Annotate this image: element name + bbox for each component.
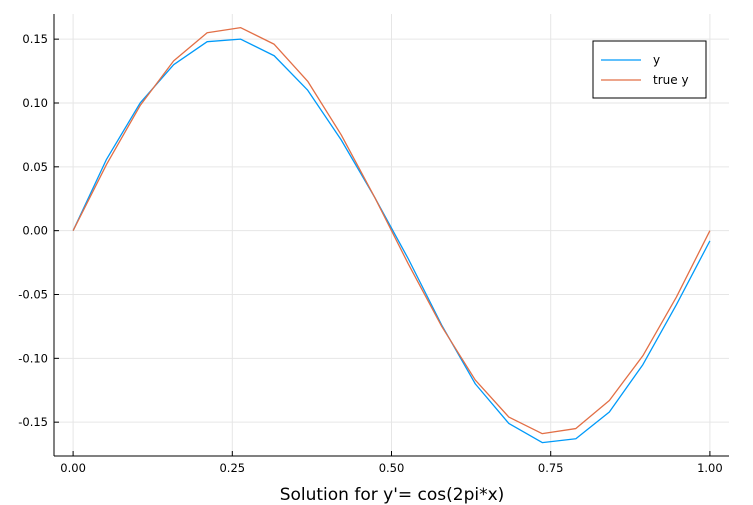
y-tick-label: 0.00 [22, 224, 48, 238]
y-tick-label: 0.05 [22, 160, 48, 174]
legend: y true y [592, 40, 707, 99]
y-tick-label: -0.10 [18, 351, 48, 365]
grid-lines [54, 14, 729, 456]
legend-box [592, 40, 707, 99]
y-tick-label: -0.05 [18, 287, 48, 301]
tick-labels: 0.00 0.25 0.50 0.75 1.00 0.15 0.10 0.05 0.00 -0.0… [18, 32, 722, 475]
y-tick-label: 0.15 [22, 32, 48, 46]
series-lines [72, 27, 711, 444]
legend-label: y [653, 53, 660, 67]
x-tick-label: 1.00 [697, 461, 723, 475]
y-tick-label: -0.15 [18, 415, 48, 429]
y-tick-label: 0.10 [22, 96, 48, 110]
x-tick-label: 0.25 [219, 461, 245, 475]
axes [53, 14, 729, 457]
x-axis-title: Solution for y'= cos(2pi*x) [280, 485, 505, 505]
legend-label: true y [653, 73, 689, 87]
x-tick-label: 0.00 [60, 461, 86, 475]
series-line-y [72, 38, 711, 444]
x-tick-label: 0.50 [379, 461, 405, 475]
series-line-true-y [72, 27, 711, 435]
x-tick-label: 0.75 [538, 461, 564, 475]
